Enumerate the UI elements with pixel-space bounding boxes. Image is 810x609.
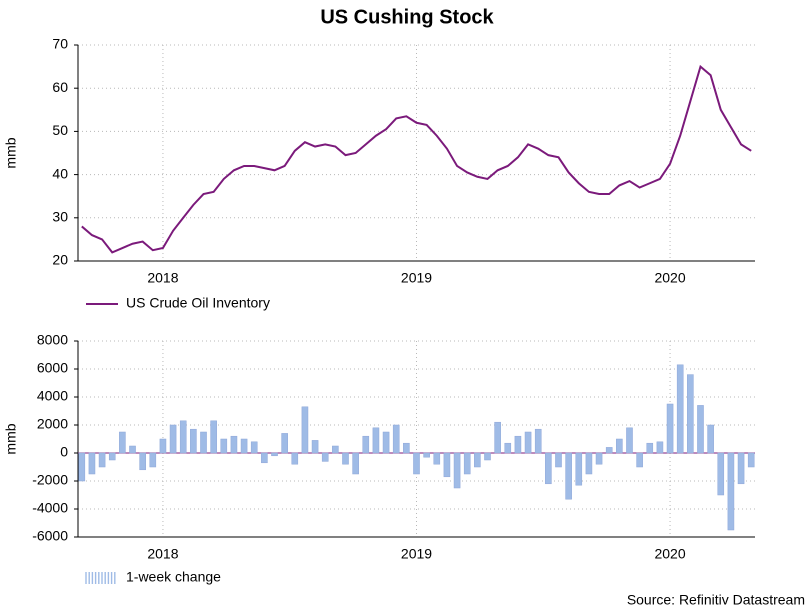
y-tick-label: 20 [52,252,68,268]
bar [220,438,228,454]
bar [78,452,86,482]
x-tick-label: 2018 [147,270,178,286]
bar [555,452,562,468]
bar [98,452,106,468]
bar [463,452,471,475]
bar [575,452,583,486]
legend-label: 1-week change [126,569,221,585]
bar [392,424,400,454]
bar [433,452,441,465]
source-note: Source: Refinitiv Datastream [627,592,805,608]
bar [159,438,167,454]
x-tick-label: 2020 [654,546,685,562]
bar [342,452,349,465]
bar [200,431,207,454]
bar [403,442,410,454]
bar [88,452,96,475]
bar [291,452,299,465]
bar [646,442,654,454]
bar [656,441,664,454]
bar [413,452,420,475]
y-tick-label: 6000 [37,360,68,376]
bar [352,452,359,475]
bar [484,452,491,461]
bar [301,406,309,454]
bar [676,364,684,454]
bar [129,445,136,454]
bar [443,452,451,478]
bar [595,452,603,465]
bar [626,427,633,454]
y-tick-label: 30 [52,209,68,225]
bar [504,442,512,454]
x-tick-label: 2018 [147,546,178,562]
x-tick-label: 2020 [654,270,685,286]
bar [616,438,623,454]
bar [240,438,248,454]
bar [737,452,745,485]
bar [321,452,329,462]
bar [382,431,390,454]
bar [697,405,704,454]
bar [139,452,146,471]
y-tick-label: -4000 [32,500,68,516]
bar [311,440,319,454]
bar [169,424,177,454]
bar [149,452,157,468]
y-axis-label: mmb [3,137,19,168]
y-axis-label: mmb [3,423,19,454]
bar [494,421,501,454]
bar [190,428,197,454]
bar [372,427,380,454]
y-tick-label: 4000 [37,388,68,404]
y-tick-label: 40 [52,165,68,181]
data-line [81,64,752,254]
bar [545,452,552,485]
y-tick-label: 50 [52,122,68,138]
y-tick-label: 60 [52,79,68,95]
bar [534,428,542,454]
bar [179,420,187,454]
bar [119,431,126,454]
bar [514,435,522,454]
legend-label: US Crude Oil Inventory [126,295,270,311]
bar [281,433,288,454]
bar [636,452,643,468]
y-tick-label: 0 [60,444,68,460]
bar [747,452,755,468]
bar [271,452,278,457]
bar [666,403,674,454]
bar [423,452,430,458]
bar [453,452,461,489]
bar [474,452,481,468]
bar [727,452,735,531]
bar [250,441,258,454]
chart-title: US Cushing Stock [320,6,494,28]
bar [605,447,613,454]
bar [332,445,339,454]
bar [230,435,238,454]
bar [717,452,725,496]
bar [524,431,532,454]
bar [108,452,116,461]
y-tick-label: 8000 [37,332,68,348]
y-tick-label: -6000 [32,528,68,544]
bar [362,435,370,454]
bar [210,420,217,454]
bar [565,452,572,500]
y-tick-label: 70 [52,36,68,52]
bar [707,424,714,454]
x-tick-label: 2019 [401,546,432,562]
bar [585,452,593,475]
bar [261,452,268,464]
y-tick-label: 2000 [37,416,68,432]
x-tick-label: 2019 [401,270,432,286]
y-tick-label: -2000 [32,472,68,488]
bar [687,374,694,454]
